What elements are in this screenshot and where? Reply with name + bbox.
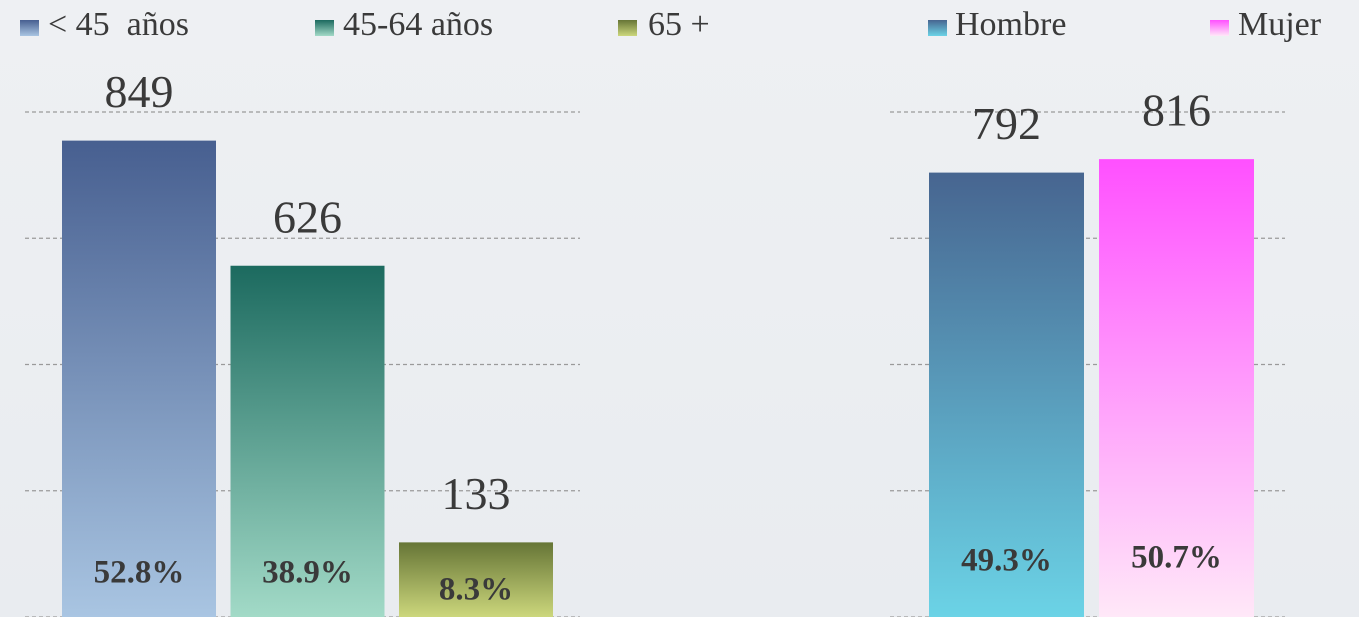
legend-swatch	[618, 20, 637, 36]
share-label: 38.9%	[262, 555, 353, 591]
share-label: 50.7%	[1131, 540, 1222, 576]
bar	[62, 140, 216, 617]
share-label: 49.3%	[961, 543, 1052, 579]
share-label: 8.3%	[439, 572, 513, 608]
value-label: 792	[972, 98, 1041, 149]
share-label: 52.8%	[94, 555, 185, 591]
bar	[929, 172, 1084, 617]
legend-swatch	[1210, 20, 1229, 36]
legend-swatch	[20, 20, 39, 36]
value-label: 816	[1142, 85, 1211, 136]
value-label: 849	[105, 66, 174, 117]
bar	[1099, 159, 1254, 617]
bar	[230, 265, 385, 617]
legend-label: 65 +	[648, 6, 710, 43]
legend-label: < 45 años	[48, 6, 189, 43]
bar	[399, 542, 553, 617]
value-label: 626	[273, 191, 342, 242]
legend-swatch	[315, 20, 334, 36]
legend-label: 45-64 años	[343, 6, 493, 43]
value-label: 133	[442, 468, 511, 519]
legend-label: Mujer	[1238, 6, 1322, 43]
legend-label: Hombre	[955, 6, 1066, 43]
legend-swatch	[928, 20, 947, 36]
